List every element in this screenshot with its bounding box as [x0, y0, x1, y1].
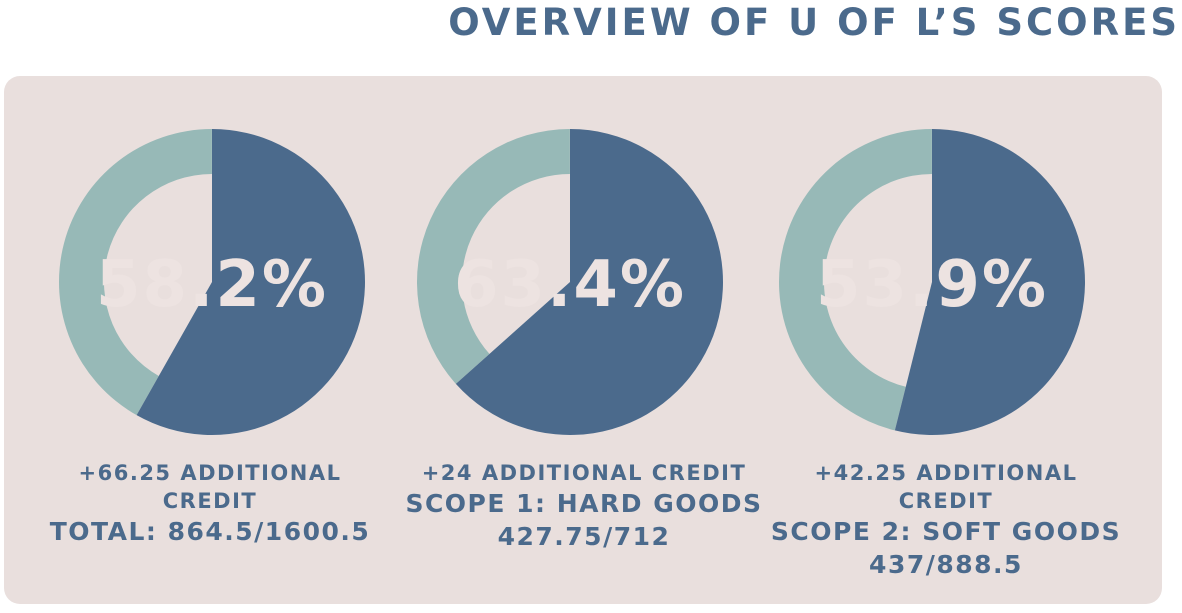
- total-caption: +66.25 ADDITIONAL CREDIT TOTAL: 864.5/16…: [30, 459, 390, 548]
- percent-label: 63.4%: [454, 248, 686, 322]
- scope-name-label: SCOPE 1: HARD GOODS: [405, 489, 763, 518]
- score-slice: [136, 129, 365, 435]
- additional-credit-label: +24 ADDITIONAL CREDIT: [421, 461, 747, 485]
- total-score-donut: 58.2%: [58, 126, 366, 438]
- scope-score-label: 427.75/712: [497, 522, 671, 551]
- score-slice: [894, 129, 1085, 435]
- page-title: OVERVIEW OF U OF L’S SCORES: [448, 1, 1180, 44]
- donut-chart-svg: 58.2%: [58, 129, 365, 435]
- remainder-slice: [58, 129, 212, 416]
- scope-score-label: 437/888.5: [869, 550, 1023, 579]
- remainder-slice: [417, 129, 570, 384]
- remainder-slice: [778, 129, 932, 431]
- scores-panel: 58.2% 63.4% 53.9% +66.25 ADDITIONAL CRED…: [4, 76, 1162, 604]
- donut-chart-svg: 53.9%: [778, 129, 1085, 435]
- percent-label: 53.9%: [816, 248, 1048, 322]
- total-score-label: TOTAL: 864.5/1600.5: [49, 517, 371, 546]
- scope1-caption: +24 ADDITIONAL CREDIT SCOPE 1: HARD GOOD…: [404, 459, 764, 553]
- additional-credit-label: +66.25 ADDITIONAL CREDIT: [78, 461, 342, 513]
- scope2-score-donut: 53.9%: [778, 126, 1086, 438]
- scope2-caption: +42.25 ADDITIONAL CREDIT SCOPE 2: SOFT G…: [766, 459, 1126, 581]
- score-slice: [455, 129, 723, 435]
- additional-credit-label: +42.25 ADDITIONAL CREDIT: [814, 461, 1078, 513]
- donut-chart-svg: 63.4%: [417, 129, 723, 435]
- scope1-score-donut: 63.4%: [416, 126, 724, 438]
- scope-name-label: SCOPE 2: SOFT GOODS: [770, 517, 1122, 546]
- percent-label: 58.2%: [96, 248, 328, 322]
